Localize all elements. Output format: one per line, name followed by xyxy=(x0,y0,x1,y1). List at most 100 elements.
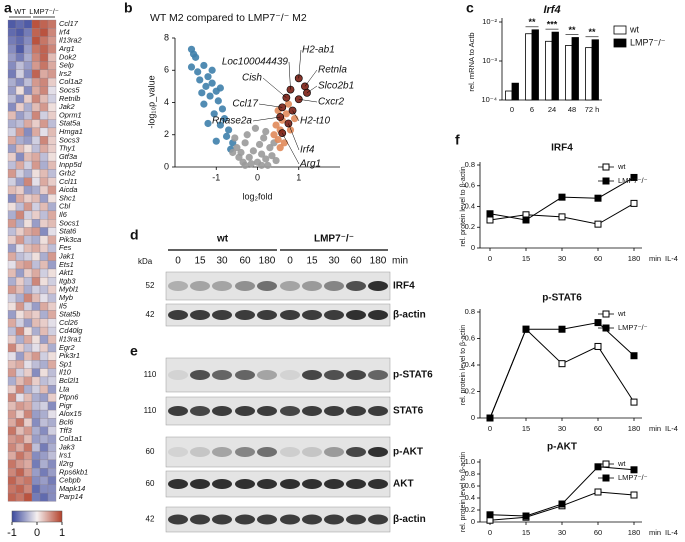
volcano-point xyxy=(214,97,222,105)
blot-band xyxy=(190,479,210,489)
heatmap-cell xyxy=(7,351,17,361)
heatmap-cell xyxy=(31,86,41,95)
blot-band xyxy=(368,514,388,525)
heatmap-cell xyxy=(39,418,49,427)
heatmap-cell xyxy=(23,243,33,253)
blot-band xyxy=(168,370,188,380)
heatmap-cell xyxy=(7,44,17,54)
heatmap-cell xyxy=(7,136,17,145)
gene-label: Col1a2 xyxy=(59,77,82,86)
heatmap-cell xyxy=(7,210,17,220)
heatmap-cell xyxy=(23,77,33,87)
volcano-point xyxy=(187,63,196,71)
heatmap-cell xyxy=(47,152,57,162)
bar xyxy=(591,39,599,101)
heatmap-cell xyxy=(7,418,17,427)
heatmap-cell xyxy=(47,243,57,253)
heatmap-cell xyxy=(7,468,17,477)
volcano-point xyxy=(200,100,208,108)
volcano-point xyxy=(258,161,266,169)
heatmap-cell xyxy=(31,376,41,386)
bar xyxy=(565,45,573,101)
heatmap-cell xyxy=(47,227,57,236)
heatmap-cell xyxy=(7,61,17,70)
bar xyxy=(545,40,553,101)
volcano-point xyxy=(280,139,288,147)
y-axis-label: rel. protein level to β-actin xyxy=(460,325,467,405)
y-tick-label: 8 xyxy=(164,32,169,42)
marker xyxy=(594,488,602,496)
heatmap-cell xyxy=(47,36,57,46)
heatmap-cell xyxy=(23,219,33,228)
heatmap-cell xyxy=(7,318,17,328)
blot-band xyxy=(212,406,232,416)
heatmap-cell xyxy=(31,127,41,137)
blot-band xyxy=(190,406,210,416)
heatmap-cell xyxy=(39,476,49,485)
gene-label: Irs2 xyxy=(59,69,71,78)
bar xyxy=(571,37,579,101)
volcano-point xyxy=(222,132,231,140)
heatmap-cell xyxy=(39,169,49,178)
heatmap-cell xyxy=(31,111,41,120)
heatmap-cell xyxy=(15,335,25,344)
legend-label: LMP7⁻/⁻ xyxy=(618,473,648,482)
heatmap-cell xyxy=(31,61,41,70)
gene-label: Tff3 xyxy=(59,426,73,435)
x-axis-label: IL-4 xyxy=(665,254,678,263)
heatmap-cell xyxy=(47,136,57,145)
heatmap-cell xyxy=(39,152,49,162)
heatmap-cell xyxy=(47,252,57,261)
heatmap-cell xyxy=(15,318,25,328)
volcano-point xyxy=(284,100,293,108)
y-tick-label: 1.0 xyxy=(465,457,475,466)
heatmap-cell xyxy=(31,102,41,112)
heatmap-cell xyxy=(39,235,49,245)
blot-band xyxy=(280,406,300,416)
leader-line xyxy=(298,49,302,79)
heatmap-cell xyxy=(39,53,49,62)
y-tick-label: 10⁻² xyxy=(482,17,497,26)
volcano-point xyxy=(241,139,249,147)
gene-label: Pik3r1 xyxy=(59,351,80,360)
leader-line xyxy=(292,110,300,122)
volcano-point xyxy=(258,150,266,158)
blot-band xyxy=(257,370,277,380)
heatmap-cell xyxy=(31,119,41,129)
gene-label: Ets1 xyxy=(59,260,74,269)
blot-band xyxy=(212,447,232,457)
y-tick-label: 2 xyxy=(164,129,169,139)
heatmap-cell xyxy=(31,44,41,54)
volcano-point xyxy=(235,153,243,161)
heatmap-cell xyxy=(31,484,41,494)
heatmap-cell xyxy=(39,86,49,95)
heatmap-cell xyxy=(23,28,33,37)
heatmap-cell xyxy=(15,252,25,261)
heatmap-cell xyxy=(15,277,25,286)
heatmap-cell xyxy=(39,385,49,394)
blot-band xyxy=(368,447,388,457)
heatmap-cell xyxy=(23,443,33,452)
heatmap-cell xyxy=(31,235,41,245)
lane-label: 30 xyxy=(328,256,340,267)
heatmap-cell xyxy=(7,443,17,452)
y-tick-label: 0.4 xyxy=(465,201,475,210)
heatmap-cell xyxy=(31,285,41,295)
heatmap-cell xyxy=(15,401,25,411)
heatmap-cell xyxy=(23,61,33,70)
heatmap-cell xyxy=(39,202,49,212)
gene-annotation: Cish xyxy=(242,73,262,84)
colorbar xyxy=(11,510,63,523)
heatmap-cell xyxy=(39,44,49,54)
heatmap-cell xyxy=(23,160,33,170)
column-group-label: WT xyxy=(14,7,26,16)
blot-band xyxy=(302,370,322,380)
heatmap-cell xyxy=(23,235,33,245)
marker xyxy=(594,463,602,471)
marker xyxy=(630,352,638,360)
volcano-point xyxy=(274,135,282,144)
heatmap-cell xyxy=(31,252,41,261)
volcano-point xyxy=(286,126,295,134)
marker xyxy=(630,491,638,499)
heatmap-cell xyxy=(7,260,17,270)
